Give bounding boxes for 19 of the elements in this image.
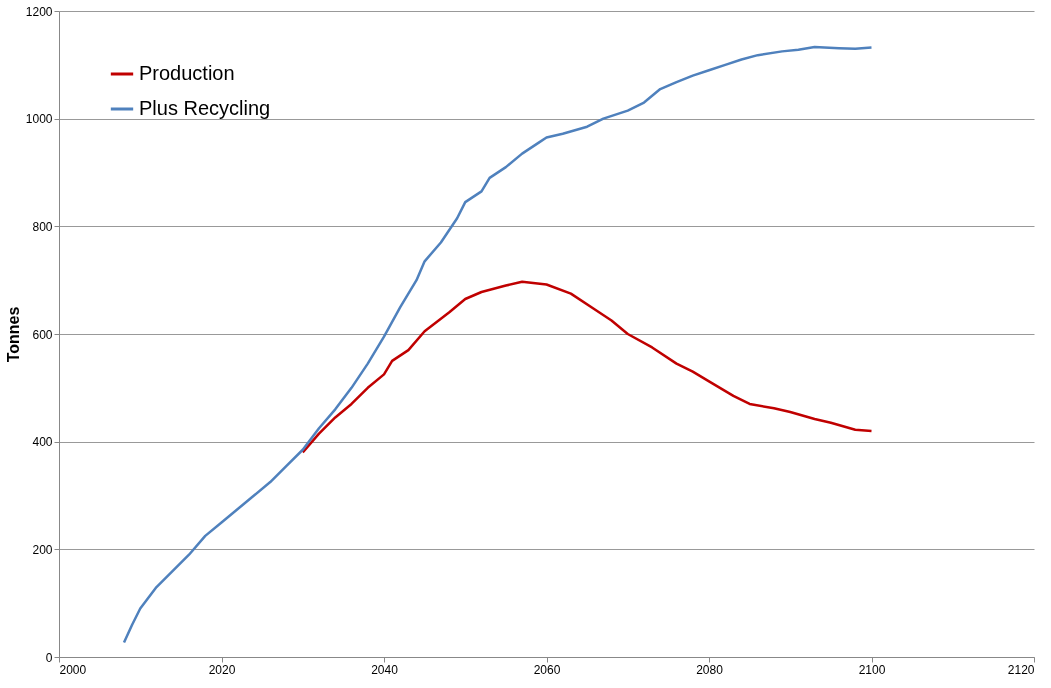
legend-label: Production (139, 62, 235, 84)
x-tick-label: 2120 (1007, 662, 1035, 677)
x-tick-label: 2000 (59, 662, 87, 677)
x-tick-label: 2040 (371, 662, 399, 677)
y-axis-title: Tonnes (4, 306, 22, 363)
line-series (122, 45, 873, 644)
x-tick-label: 2020 (208, 662, 236, 677)
x-tick-label: 2060 (533, 662, 561, 677)
legend-label: Plus Recycling (139, 97, 271, 119)
y-tick-label: 1200 (25, 4, 53, 19)
y-tick-label: 800 (32, 219, 53, 234)
y-tick-label: 400 (32, 435, 53, 450)
line-series (301, 280, 873, 454)
y-tick-label: 200 (32, 542, 53, 557)
x-tick-label: 2100 (858, 662, 886, 677)
y-tick-label: 0 (45, 650, 53, 665)
y-tick-label: 1000 (25, 112, 53, 127)
x-tick-label: 2080 (696, 662, 724, 677)
y-tick-label: 600 (32, 327, 53, 342)
